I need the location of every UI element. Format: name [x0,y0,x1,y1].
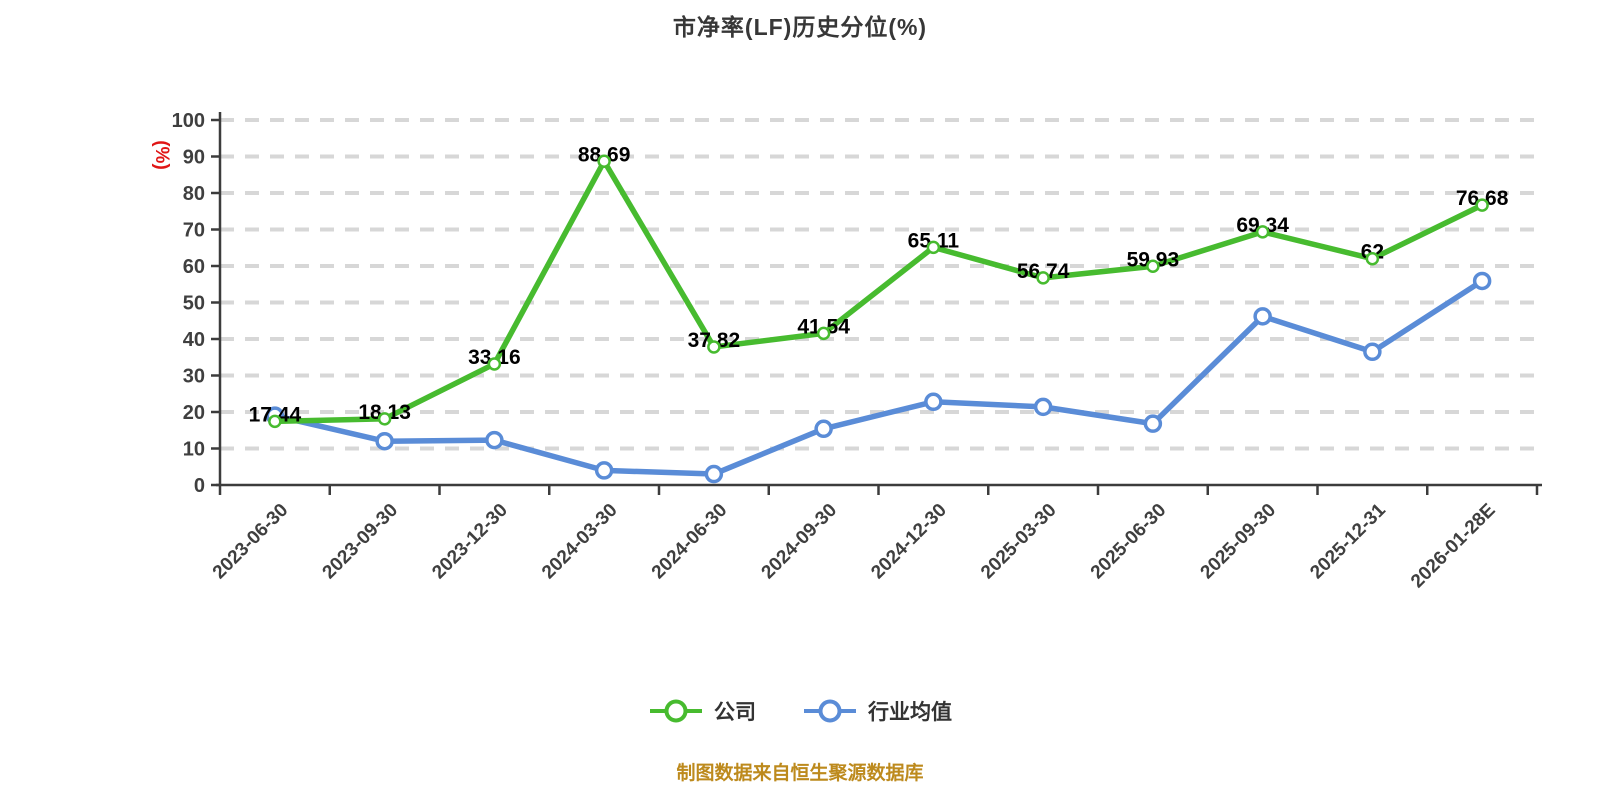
chart-title: 市净率(LF)历史分位(%) [672,14,928,40]
legend-label: 公司 [714,701,756,724]
y-tick-label: 10 [183,439,205,461]
y-tick-label: 30 [183,366,205,388]
x-tick-label: 2023-12-30 [428,500,512,584]
company-point-marker [377,412,392,426]
industry-point-marker [1363,342,1382,362]
x-tick-label: 2024-06-30 [648,500,732,584]
x-tick-label: 2025-06-30 [1087,500,1171,584]
company-point-marker [816,326,831,341]
industry-point-marker [1472,271,1492,291]
y-tick-label: 50 [183,293,205,315]
y-tick-label: 80 [183,183,205,205]
industry-point-marker [594,461,614,480]
y-tick-label: 90 [183,147,205,169]
y-tick-label: 20 [183,402,205,424]
legend-label: 行业均值 [868,701,952,724]
company-point-marker [1036,271,1050,285]
x-tick-label: 2024-09-30 [758,500,842,584]
industry-point-marker [375,431,394,451]
industry-point-marker [814,419,833,439]
x-tick-label: 2025-03-30 [977,500,1061,584]
x-tick-label: 2025-09-30 [1197,500,1281,584]
x-tick-label: 2023-09-30 [319,500,403,584]
industry-point-marker [704,464,724,484]
company-series-line [272,158,1485,425]
y-axis-unit-label: (%) [151,140,172,170]
y-tick-label: 0 [194,475,205,497]
industry-point-marker [1033,397,1053,417]
legend-marker-icon [650,699,702,723]
y-tick-label: 40 [183,329,205,351]
x-tick-label: 2023-06-30 [209,500,293,584]
company-point-marker [707,340,721,354]
industry-point-marker [1253,307,1272,326]
company-point-marker [268,414,282,429]
company-point-marker [1146,259,1160,274]
industry-point-marker [1143,414,1163,433]
company-point-marker [597,154,611,169]
company-point-marker [926,240,941,255]
x-tick-label: 2026-01-28E [1407,500,1500,593]
company-point-marker [1365,251,1380,266]
company-point-marker [487,357,502,371]
y-tick-label: 70 [183,220,205,242]
legend-item-company[interactable]: 公司 [648,696,756,726]
legend: 公司 行业均值 [0,696,1600,726]
y-tick-label: 60 [183,256,205,278]
x-tick-label: 2025-12-31 [1306,499,1390,583]
company-point-marker [1255,225,1270,239]
company-point-marker [1475,198,1489,212]
x-tick-label: 2024-12-30 [867,500,951,584]
legend-marker-icon [804,699,856,723]
y-tick-label: 100 [172,110,205,132]
industry-point-marker [924,392,943,412]
x-tick-label: 2024-03-30 [538,500,622,584]
industry-series-line [272,278,1485,477]
industry-point-marker [485,430,504,450]
legend-item-industry[interactable]: 行业均值 [802,696,952,726]
data-source-note: 制图数据来自恒生聚源数据库 [676,763,924,784]
